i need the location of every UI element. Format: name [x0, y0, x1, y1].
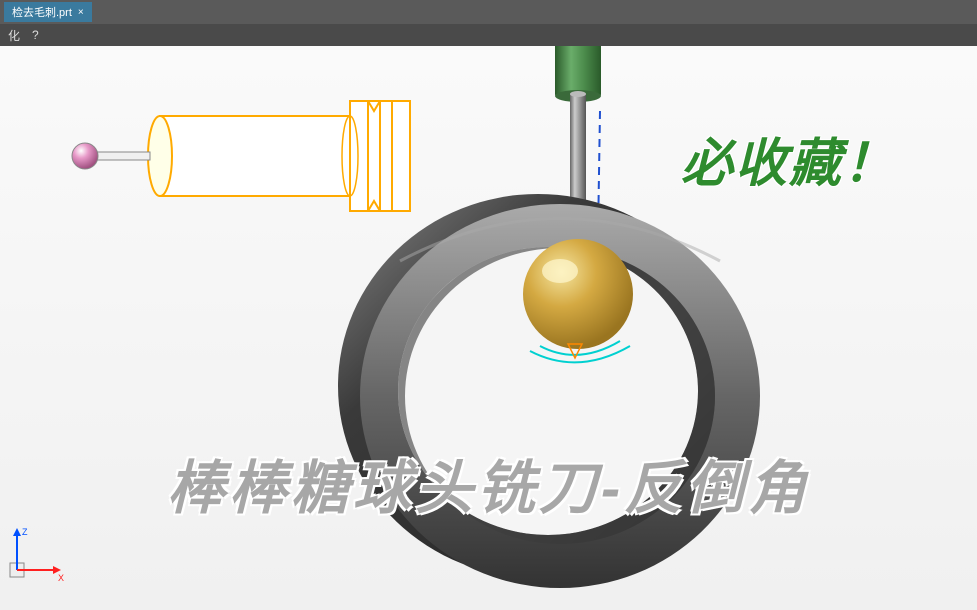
file-tab-label: 检去毛刺.prt — [12, 4, 72, 20]
viewport-3d[interactable]: 必收藏！ 棒棒糖球头铣刀-反倒角 Z X — [0, 46, 977, 610]
help-icon[interactable]: ? — [32, 28, 39, 42]
title-tab-bar: 检去毛刺.prt × — [0, 0, 977, 24]
menu-bar: 化 ? — [0, 24, 977, 46]
axis-z-label: Z — [22, 527, 28, 537]
ball-highlight — [542, 259, 578, 283]
callout-must-collect: 必收藏！ — [681, 121, 897, 196]
cutter-ball — [523, 239, 633, 349]
callout-title: 棒棒糖球头铣刀-反倒角 — [167, 441, 810, 525]
close-icon[interactable]: × — [78, 7, 84, 18]
menu-item-1[interactable]: 化 — [8, 27, 20, 44]
tool-profile-2d — [72, 101, 410, 211]
coordinate-axes-widget[interactable]: Z X — [8, 525, 68, 585]
axis-x-label: X — [58, 573, 64, 583]
file-tab[interactable]: 检去毛刺.prt × — [4, 2, 92, 22]
